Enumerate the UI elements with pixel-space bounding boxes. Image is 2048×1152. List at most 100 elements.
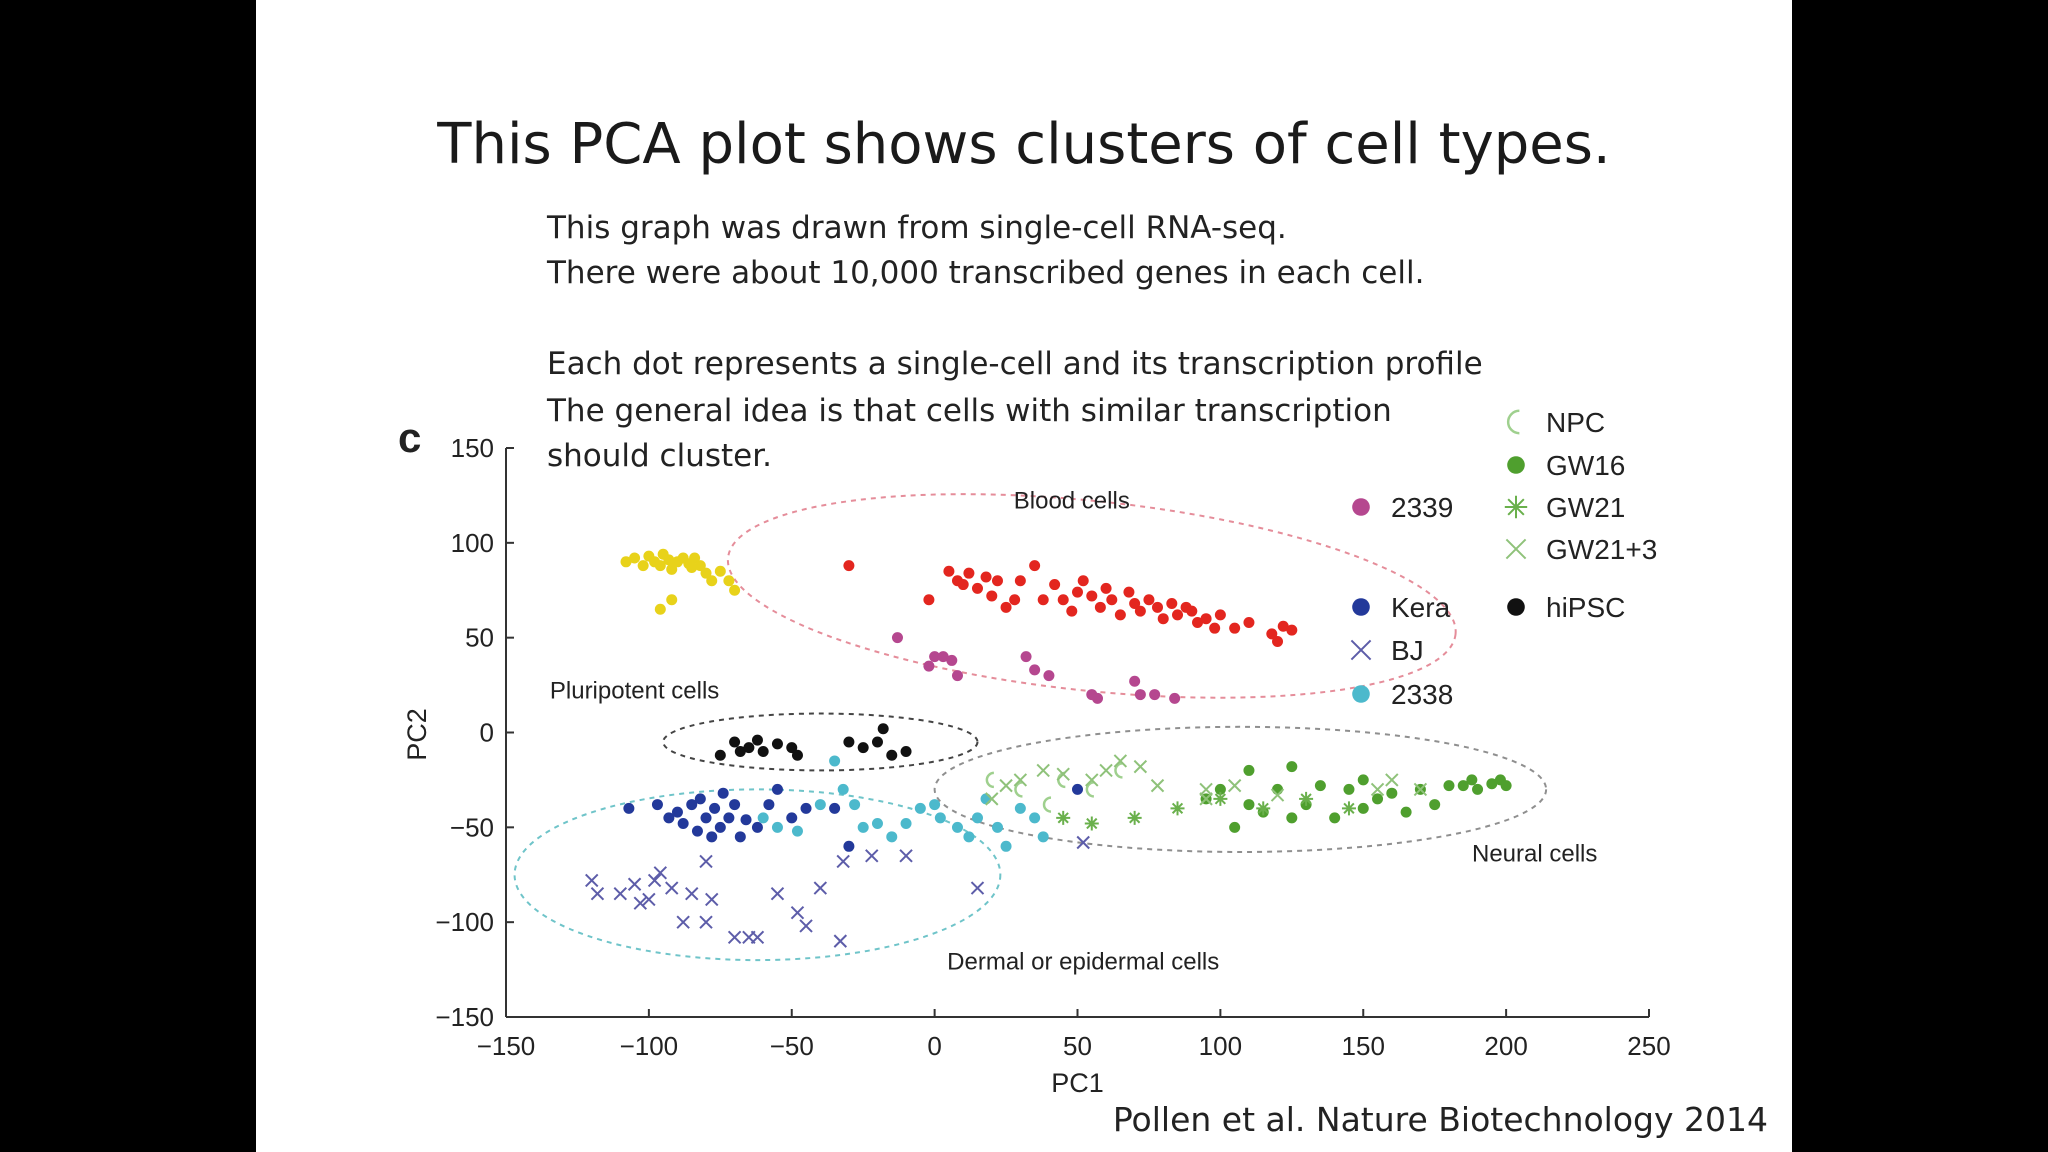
data-point-blood-red: [923, 594, 935, 606]
data-point-2338: [963, 831, 975, 843]
data-point-hiPSC: [771, 738, 783, 750]
data-point-GW21+3: [985, 792, 999, 806]
data-point-Kera: [651, 799, 663, 811]
cluster-label: Neural cells: [1472, 840, 1597, 867]
y-axis-label: PC2: [402, 708, 432, 761]
data-point-blood-yellow: [637, 560, 649, 572]
data-point-Kera: [771, 783, 783, 795]
legend-marker-GW21: [1504, 495, 1528, 519]
data-point-2338: [971, 812, 983, 824]
y-tick-label: −100: [435, 907, 494, 937]
data-point-2339: [1029, 664, 1041, 676]
data-point-hiPSC: [757, 745, 769, 757]
body-line-2: There were about 10,000 transcribed gene…: [547, 255, 1425, 291]
data-point-BJ: [627, 877, 642, 891]
data-point-GW21: [1056, 810, 1071, 825]
data-point-NPC: [1042, 796, 1052, 813]
data-point-Kera: [843, 840, 855, 852]
data-point-GW21: [1299, 791, 1314, 806]
data-point-blood-red: [1192, 616, 1204, 628]
data-point-GW16: [1457, 780, 1469, 792]
data-point-blood-red: [1186, 605, 1198, 617]
data-point-hiPSC: [843, 736, 855, 748]
data-point-GW21: [1127, 810, 1142, 825]
data-point-GW21: [1213, 791, 1228, 806]
data-point-blood-red: [1214, 609, 1226, 621]
data-point-2338: [1000, 840, 1012, 852]
data-point-GW21+3: [1199, 792, 1213, 806]
data-point-GW21+3: [999, 778, 1013, 793]
data-point-Kera: [723, 812, 735, 824]
x-tick-label: 0: [927, 1031, 941, 1061]
data-point-BJ: [585, 873, 599, 888]
data-point-GW21+3: [1413, 782, 1428, 797]
data-point-Kera: [717, 787, 729, 799]
data-point-blood-yellow: [694, 560, 706, 572]
data-point-blood-red: [1129, 598, 1141, 610]
data-point-blood-yellow: [686, 561, 698, 573]
data-point-2338: [871, 818, 883, 830]
data-point-blood-yellow: [666, 594, 678, 606]
data-point-2338: [1014, 802, 1026, 814]
data-point-blood-red: [1114, 609, 1126, 621]
data-point-BJ: [833, 934, 848, 948]
data-point-GW16: [1443, 780, 1455, 792]
data-point-BJ: [727, 930, 742, 945]
data-point-GW21+3: [1036, 763, 1050, 778]
data-point-hiPSC: [791, 749, 803, 761]
data-point-blood-red: [1200, 613, 1212, 625]
data-point-blood-red: [1057, 594, 1069, 606]
y-tick-label: 0: [480, 718, 494, 748]
data-point-GW21+3: [1270, 788, 1285, 802]
data-point-blood-red: [1072, 586, 1083, 598]
data-point-Kera: [686, 799, 698, 811]
data-point-Kera: [706, 831, 718, 843]
x-tick-label: 150: [1342, 1031, 1385, 1061]
data-point-2339: [923, 660, 935, 672]
data-point-hiPSC: [751, 734, 763, 746]
x-tick-label: −150: [477, 1031, 536, 1061]
legend-label-GW21+3: GW21+3: [1546, 534, 1657, 565]
data-point-blood-yellow: [723, 575, 735, 587]
data-point-Kera: [740, 814, 752, 826]
cluster-label: Blood cells: [1014, 488, 1130, 515]
data-point-GW21: [1341, 801, 1356, 816]
data-point-Kera: [671, 806, 683, 818]
data-point-Kera: [677, 818, 689, 830]
data-point-blood-red: [1106, 594, 1118, 606]
data-point-hiPSC: [886, 749, 898, 761]
pluripotent-ellipse: [662, 712, 979, 772]
legend-label-2338: 2338: [1391, 679, 1453, 710]
data-point-BJ: [590, 887, 605, 901]
data-point-GW16: [1214, 783, 1226, 795]
data-point-2338: [914, 802, 926, 814]
data-point-blood-red: [1066, 605, 1078, 617]
data-point-2338: [814, 799, 826, 811]
data-point-BJ: [970, 881, 985, 895]
legend-marker-Kera: [1352, 598, 1370, 616]
data-point-blood-red: [1000, 601, 1012, 613]
data-point-BJ: [633, 896, 648, 910]
legend-label-GW16: GW16: [1546, 450, 1625, 481]
data-point-GW21+3: [1199, 782, 1213, 797]
x-tick-label: 200: [1484, 1031, 1527, 1061]
data-point-hiPSC: [877, 723, 889, 735]
data-point-blood-red: [843, 560, 855, 572]
data-point-hiPSC: [871, 736, 883, 748]
data-point-GW21+3: [1370, 782, 1385, 797]
data-point-GW16: [1429, 799, 1441, 811]
legend-label-NPC: NPC: [1546, 407, 1605, 438]
data-point-blood-yellow: [666, 563, 678, 575]
data-point-BJ: [642, 892, 656, 907]
data-point-BJ: [799, 919, 813, 933]
data-point-2338: [900, 818, 912, 830]
data-point-blood-yellow: [706, 575, 718, 587]
data-point-GW21+3: [1099, 763, 1113, 778]
data-point-GW21+3: [1227, 778, 1242, 793]
data-point-GW16: [1314, 780, 1326, 792]
data-point-GW16: [1243, 799, 1255, 811]
data-point-hiPSC: [900, 745, 912, 757]
data-point-BJ: [865, 849, 879, 863]
data-point-BJ: [1076, 835, 1090, 850]
data-point-blood-red: [957, 579, 969, 591]
